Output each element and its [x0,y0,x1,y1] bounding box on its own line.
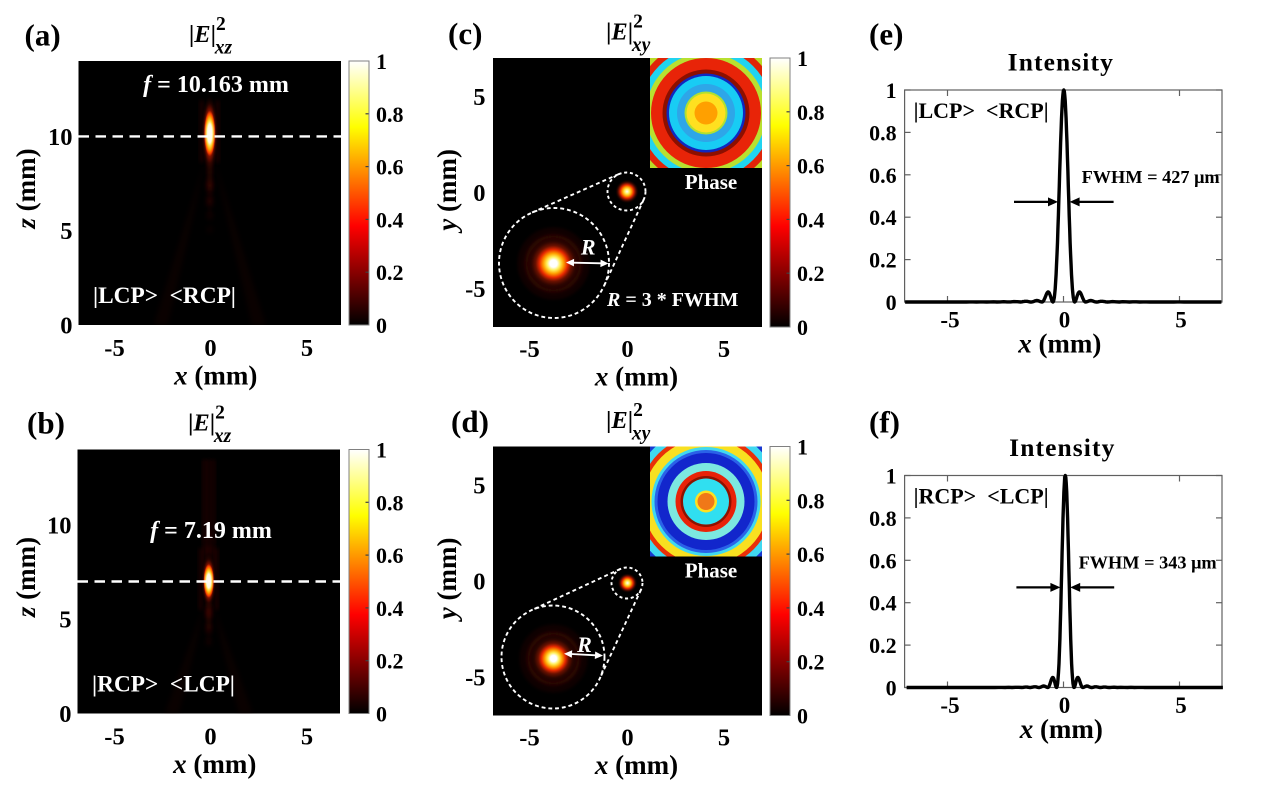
svg-text:x (mm): x (mm) [594,750,678,780]
svg-text:Intensity: Intensity [1009,433,1115,462]
svg-text:x (mm): x (mm) [172,749,256,779]
svg-text:0.8: 0.8 [376,490,404,515]
svg-text:Phase: Phase [685,559,738,583]
svg-text:10: 10 [48,124,73,151]
svg-text:(e): (e) [869,16,903,51]
svg-text:0: 0 [473,569,485,596]
svg-text:-5: -5 [104,335,124,362]
svg-text:0.2: 0.2 [797,650,825,675]
svg-text:0.4: 0.4 [797,207,825,232]
svg-text:5: 5 [60,218,72,245]
svg-text:R: R [580,235,596,260]
svg-text:1: 1 [886,464,897,489]
svg-text:0.6: 0.6 [869,548,897,573]
svg-text:0: 0 [59,701,71,728]
svg-text:z (mm): z (mm) [11,148,41,229]
svg-text:0.8: 0.8 [376,102,404,127]
svg-text:(b): (b) [27,406,65,441]
svg-text:0: 0 [797,315,808,340]
svg-text:0: 0 [797,704,808,729]
svg-text:0: 0 [204,335,216,362]
svg-text:0.4: 0.4 [376,596,404,621]
svg-text:0.8: 0.8 [869,506,897,531]
svg-text:1: 1 [886,78,897,103]
svg-text:f = 7.19 mm: f = 7.19 mm [150,518,272,544]
svg-text:0.2: 0.2 [376,649,404,674]
svg-text:5: 5 [301,724,313,751]
svg-text:-5: -5 [519,725,539,752]
svg-text:0: 0 [1059,693,1071,718]
svg-text:|RCP> <LCP|: |RCP> <LCP| [92,672,235,698]
svg-text:R: R [576,632,592,657]
svg-text:0.2: 0.2 [797,261,825,286]
svg-text:0: 0 [621,725,633,752]
svg-text:-5: -5 [940,693,959,718]
svg-text:0: 0 [886,290,897,315]
svg-text:f = 10.163 mm: f = 10.163 mm [143,72,289,98]
svg-text:10: 10 [47,512,72,539]
svg-text:5: 5 [473,472,485,499]
svg-text:5: 5 [1175,693,1187,718]
svg-text:0.8: 0.8 [797,488,825,513]
svg-text:(c): (c) [448,16,482,51]
svg-text:FWHM = 427 μm: FWHM = 427 μm [1082,167,1220,187]
svg-text:Phase: Phase [685,170,738,194]
svg-text:0.6: 0.6 [869,163,897,188]
svg-text:0.6: 0.6 [797,154,825,179]
svg-text:0: 0 [886,676,897,701]
svg-text:(a): (a) [25,18,61,53]
svg-text:z (mm): z (mm) [11,537,41,618]
svg-text:0.6: 0.6 [376,543,404,568]
svg-text:y (mm): y (mm) [432,538,462,623]
svg-text:0: 0 [1059,308,1071,333]
svg-text:-5: -5 [104,724,124,751]
svg-text:0.4: 0.4 [869,205,897,230]
svg-text:0: 0 [473,180,485,207]
svg-text:-5: -5 [465,276,485,303]
svg-text:|LCP> <RCP|: |LCP> <RCP| [914,98,1049,123]
svg-text:FWHM = 343 μm: FWHM = 343 μm [1079,553,1217,573]
svg-text:(f): (f) [869,405,900,440]
svg-text:1: 1 [797,435,808,460]
svg-text:|RCP> <LCP|: |RCP> <LCP| [914,484,1049,509]
svg-text:0.8: 0.8 [869,120,897,145]
svg-text:0.2: 0.2 [869,633,897,658]
svg-text:1: 1 [376,438,387,463]
svg-text:0.6: 0.6 [376,155,404,180]
svg-text:5: 5 [59,607,71,634]
svg-text:1: 1 [797,46,808,71]
svg-text:5: 5 [473,84,485,111]
svg-text:-5: -5 [940,308,959,333]
svg-text:0.4: 0.4 [797,596,825,621]
svg-text:0.2: 0.2 [376,260,404,285]
svg-text:1: 1 [376,49,387,74]
svg-text:5: 5 [301,335,313,362]
svg-text:0: 0 [621,336,633,363]
svg-text:(d): (d) [451,404,489,439]
svg-text:0.4: 0.4 [376,207,404,232]
svg-text:x (mm): x (mm) [173,361,257,391]
svg-text:|LCP> <RCP|: |LCP> <RCP| [93,283,236,309]
svg-text:y (mm): y (mm) [432,149,462,234]
svg-text:5: 5 [718,725,730,752]
svg-text:0.6: 0.6 [797,542,825,567]
svg-text:0.4: 0.4 [869,591,897,616]
svg-text:x (mm): x (mm) [1019,714,1103,744]
svg-text:Intensity: Intensity [1008,48,1114,77]
svg-text:0.8: 0.8 [797,100,825,125]
svg-text:0: 0 [204,724,216,751]
svg-text:0.2: 0.2 [869,248,897,273]
svg-text:R = 3 * FWHM: R = 3 * FWHM [606,289,739,311]
svg-text:0: 0 [60,313,72,340]
svg-text:0: 0 [376,313,387,338]
svg-text:5: 5 [718,336,730,363]
svg-text:-5: -5 [465,665,485,692]
svg-text:x (mm): x (mm) [594,362,678,392]
svg-text:5: 5 [1175,308,1187,333]
svg-text:x (mm): x (mm) [1017,329,1101,359]
svg-text:0: 0 [376,702,387,727]
svg-text:-5: -5 [519,336,539,363]
